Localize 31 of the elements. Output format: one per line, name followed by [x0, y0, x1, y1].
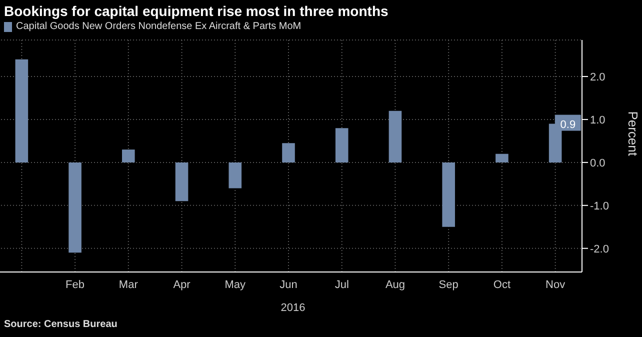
y-tick-label: 2.0 — [590, 71, 606, 84]
x-tick-label: Aug — [385, 278, 406, 291]
x-tick-label: Nov — [546, 278, 566, 291]
x-tick-label: May — [224, 278, 246, 291]
bar — [496, 154, 508, 162]
x-tick-label: Jul — [334, 278, 349, 291]
bar — [175, 162, 188, 202]
x-tick-label: Oct — [493, 278, 511, 291]
x-tick-label: Jun — [280, 278, 298, 291]
bar — [122, 150, 135, 162]
chart-title: Bookings for capital equipment rise most in three months — [3, 2, 390, 21]
y-tick-label: -2.0 — [590, 243, 609, 256]
bar — [15, 59, 28, 162]
y-axis-title: Percent — [625, 111, 640, 156]
bar — [388, 110, 402, 162]
bar — [228, 162, 242, 188]
bar — [68, 162, 82, 253]
bar — [335, 128, 348, 162]
y-tick-label: 1.0 — [590, 114, 606, 126]
bar — [282, 143, 295, 162]
data-label: 0.9 — [560, 118, 576, 131]
x-tick-label: Feb — [66, 278, 85, 291]
text: 2016 — [280, 302, 306, 314]
y-tick-label: 0.0 — [590, 157, 606, 170]
bar — [442, 162, 455, 227]
y-tick-label: -1.0 — [590, 200, 609, 212]
x-tick-label: Mar — [118, 278, 138, 291]
source-note: Source: Census Bureau — [4, 319, 118, 330]
x-tick-label: Sep — [438, 278, 458, 291]
legend-label: Capital Goods New Orders Nondefense Ex Aircraft & Parts MoM — [15, 21, 302, 32]
x-tick-label: Apr — [173, 278, 191, 291]
